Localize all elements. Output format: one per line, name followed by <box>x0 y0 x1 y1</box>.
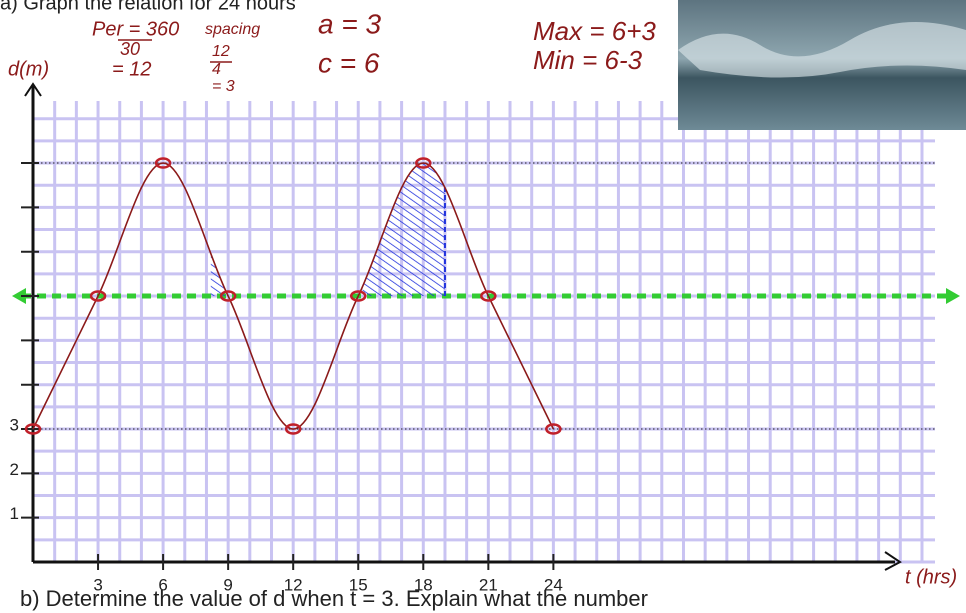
annotation: 4 <box>212 61 221 78</box>
annotation: c = 6 <box>318 47 380 78</box>
point <box>415 157 432 169</box>
hatch <box>210 163 229 297</box>
annotation: Min = 6-3 <box>533 45 643 75</box>
grid <box>31 101 935 564</box>
shaded-region <box>362 163 446 297</box>
footer: b) Determine the value of d when t = 3. … <box>20 586 648 611</box>
point <box>219 290 237 302</box>
x-tick-label: 12 <box>284 575 303 594</box>
x-tick-label: 9 <box>223 575 232 594</box>
point <box>480 290 497 302</box>
x-tick-label: 18 <box>414 575 433 594</box>
point <box>89 290 107 302</box>
y-tick-label: 3 <box>10 416 19 435</box>
point <box>24 423 42 435</box>
annotation: = 12 <box>112 58 151 80</box>
annotation: Per = 360 <box>92 18 179 40</box>
y-axis-label: d(m) <box>8 58 49 80</box>
reference-arrow-left <box>12 288 26 305</box>
annotation: 30 <box>120 39 140 59</box>
reference-arrow-right <box>946 288 960 305</box>
annotation: a = 3 <box>318 8 381 39</box>
point <box>154 157 172 169</box>
x-tick-label: 6 <box>158 575 167 594</box>
y-tick-label: 2 <box>10 460 19 479</box>
y-tick-label: 1 <box>10 504 19 523</box>
annotation: 12 <box>212 43 230 60</box>
annotation: spacing <box>205 21 260 38</box>
x-axis-label: t (hrs) <box>905 566 957 588</box>
hatch <box>362 163 445 297</box>
x-tick-label: 15 <box>349 575 368 594</box>
curve <box>32 162 555 430</box>
y-axis-arrow <box>24 82 42 97</box>
x-axis-arrow <box>884 551 902 571</box>
annotation: = 3 <box>212 78 235 95</box>
annotation: Max = 6+3 <box>533 16 656 46</box>
point <box>545 423 562 435</box>
wave-foam <box>678 22 966 78</box>
title: a) Graph the relation for 24 hours <box>0 0 296 14</box>
x-tick-label: 3 <box>93 575 102 594</box>
x-tick-label: 24 <box>544 575 563 594</box>
point <box>284 423 302 435</box>
shaded-region <box>210 163 230 297</box>
point <box>349 290 367 302</box>
x-tick-label: 21 <box>479 575 498 594</box>
